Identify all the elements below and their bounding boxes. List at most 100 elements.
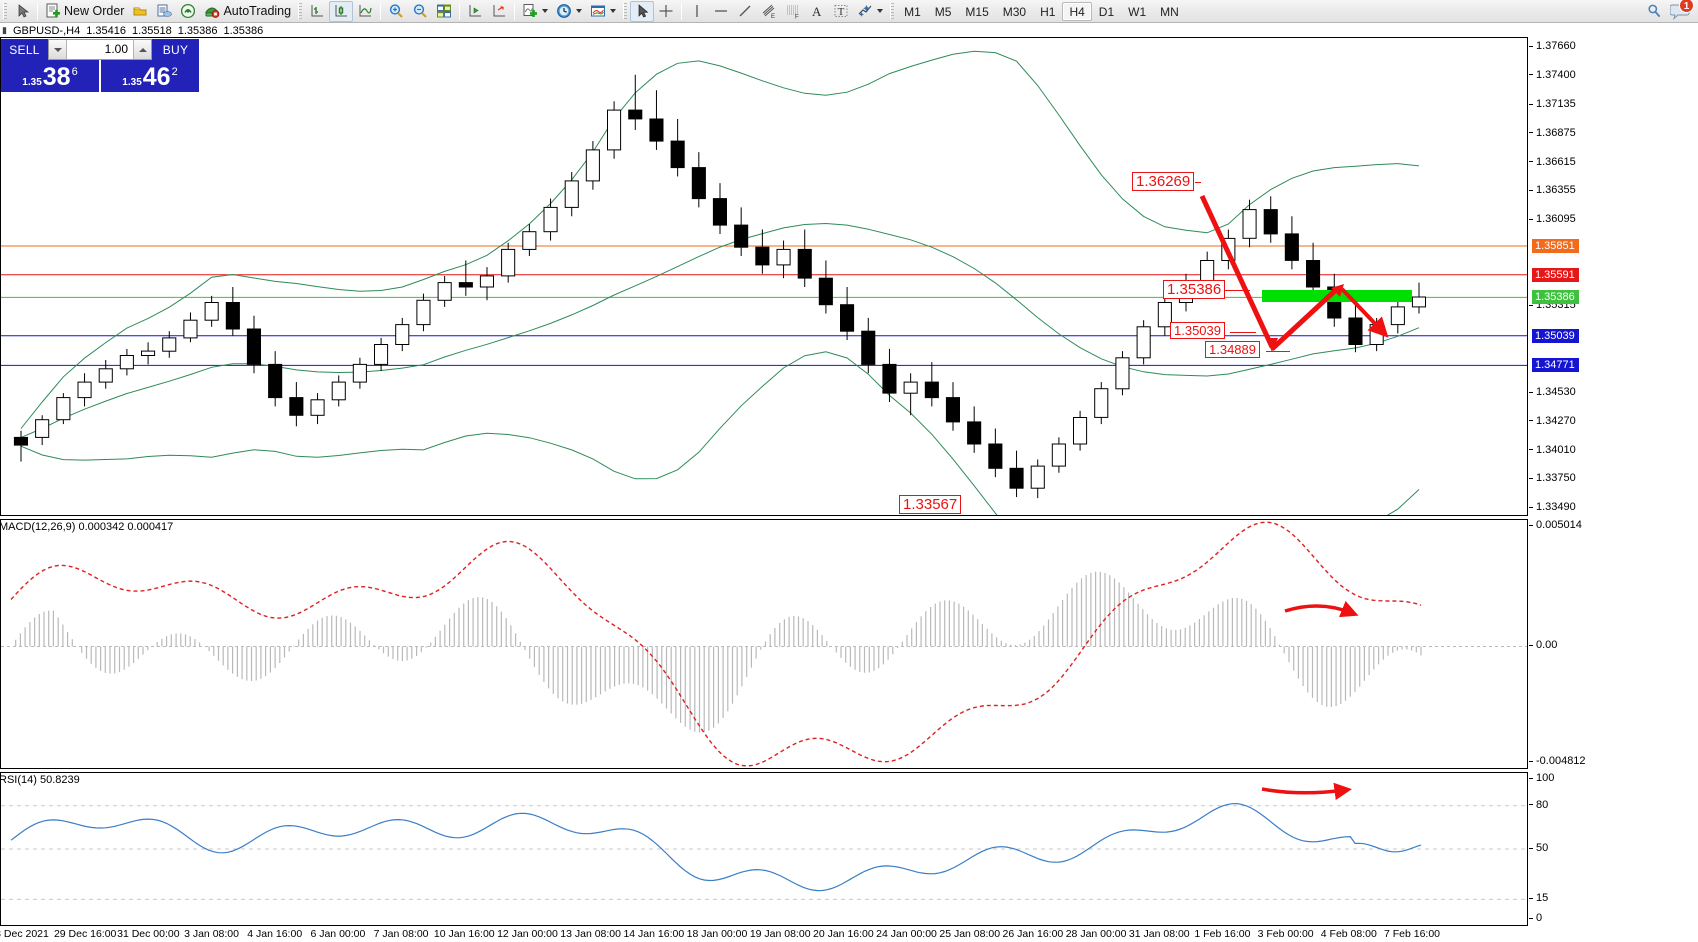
volume-stepper[interactable]: 1.00 [48,39,152,60]
chevron-down-icon-2[interactable] [576,9,583,13]
buy-button[interactable]: BUY [152,39,199,60]
price-scale-rsi[interactable]: 100 80 50 15 0 [1529,772,1698,926]
new-order-button[interactable]: New Order [41,1,128,22]
tab-timeframe-m5[interactable]: M5 [934,4,952,19]
horizontal-line-icon[interactable] [709,1,733,22]
equidistant-channel-icon[interactable]: E [757,1,781,22]
cursor-arrow-glyph [14,3,30,19]
tab-timeframe-h1[interactable]: H1 [1040,4,1056,19]
indicators-button[interactable] [518,1,552,22]
sell-price-display[interactable]: 1.35 38 6 [1,60,101,92]
main-price-pane[interactable] [0,37,1528,516]
tile-windows-icon[interactable] [432,1,456,22]
one-click-trading-panel: SELL 1.00 BUY 1.35 38 6 1.35 46 2 [1,39,199,92]
fibonacci-retracement-icon[interactable]: F [781,1,805,22]
vertical-line-icon[interactable] [685,1,709,22]
time-axis-label: 8 Dec 2021 [0,928,49,940]
text-box-icon[interactable]: T [829,1,853,22]
toolbar-right-group: 1 [1646,0,1698,20]
fibonacci-glyph: F [785,3,801,21]
trendline-icon[interactable] [733,1,757,22]
price-annotation-label[interactable]: 1.36269 [1132,172,1195,191]
time-axis-label: 7 Jan 08:00 [373,928,429,940]
toolbar-grip-4[interactable] [890,3,895,19]
crosshair-icon[interactable] [654,1,678,22]
annotation-leader-line [1195,182,1201,183]
svg-text:E: E [771,14,775,19]
chevron-down-icon-4[interactable] [877,9,884,13]
price-scale-macd[interactable]: 0.005014 0.00 -0.004812 [1529,519,1698,769]
tab-timeframe-h4[interactable]: H4 [1062,1,1092,21]
data-window-icon[interactable] [152,1,176,22]
oct-prices-row: 1.35 38 6 1.35 46 2 [1,60,199,92]
chevron-down-icon-volume [53,47,62,52]
price-annotation-label[interactable]: 1.35386 [1163,280,1226,299]
text-label-icon[interactable]: A [805,1,829,22]
chart-shift-icon[interactable] [463,1,487,22]
rsi-pane-canvas [1,773,1527,925]
toolbar-separator-4 [514,2,516,20]
zoom-in-icon[interactable] [384,1,408,22]
auto-scroll-icon[interactable] [487,1,511,22]
tab-timeframe-w1[interactable]: W1 [1128,4,1147,19]
cursor-arrow-icon[interactable] [10,1,34,22]
tab-timeframe-m1[interactable]: M1 [904,4,921,19]
price-annotation-label[interactable]: 1.33567 [899,495,962,514]
chart-shift-glyph [467,3,483,19]
price-scale-main[interactable]: 1.37660 1.37400 1.37135 1.36875 1.36615 1.363… [1529,37,1698,516]
sell-price-prefix: 1.35 [22,77,42,88]
magnifier-icon[interactable] [1646,3,1662,19]
buy-price-display[interactable]: 1.35 46 2 [101,60,199,92]
volume-decrease-button[interactable] [49,40,67,59]
time-axis-label: 10 Jan 16:00 [433,928,495,940]
toolbar-grip-3[interactable] [623,3,628,19]
sell-button[interactable]: SELL [1,39,48,60]
autotrading-button[interactable]: AutoTrading [200,1,295,22]
toolbar-grip-2[interactable] [298,3,303,19]
chevron-down-icon-3[interactable] [610,9,617,13]
tab-timeframe-m15[interactable]: M15 [965,4,989,19]
macd-tick: -0.004812 [1529,755,1586,767]
volume-increase-button[interactable] [133,40,151,59]
volume-input[interactable]: 1.00 [67,40,133,59]
templates-button[interactable] [586,1,620,22]
navigator-icon[interactable] [176,1,200,22]
bar-chart-icon[interactable] [305,1,329,22]
alert-bubble-icon[interactable]: 1 [1669,0,1694,20]
price-level-badge[interactable]: 1.35386 [1532,290,1579,305]
time-axis-label: 31 Dec 00:00 [117,928,180,940]
line-chart-icon[interactable] [353,1,377,22]
price-annotation-label[interactable]: 1.34889 [1205,341,1260,358]
time-axis[interactable]: 8 Dec 2021 29 Dec 16:00 31 Dec 00:00 3 Jan … [0,927,1528,942]
rsi-tick: 100 [1529,772,1554,784]
time-axis-label: 13 Jan 08:00 [560,928,621,940]
candlestick-chart-icon[interactable] [329,0,354,22]
price-level-badge[interactable]: 1.35591 [1532,267,1579,282]
vertical-line-glyph [689,3,705,19]
support-zone-highlight[interactable] [1262,290,1412,303]
symbol-info-line: ▮ GBPUSD-,H4 1.35416 1.35518 1.35386 1.3… [0,24,800,37]
tab-timeframe-mn[interactable]: MN [1160,4,1179,19]
rsi-pane[interactable] [0,772,1528,926]
price-annotation-label[interactable]: 1.35039 [1170,322,1225,339]
time-axis-label: 31 Jan 08:00 [1128,928,1190,940]
period-clock-button[interactable] [552,1,586,22]
zoom-out-icon[interactable] [408,1,432,22]
buy-price-big: 46 [142,63,171,91]
autotrading-label: AutoTrading [223,4,292,18]
objects-button[interactable] [853,1,887,22]
price-level-badge[interactable]: 1.35851 [1532,238,1579,253]
time-axis-label: 4 Feb 08:00 [1320,928,1377,940]
macd-pane[interactable] [0,519,1528,769]
tab-timeframe-d1[interactable]: D1 [1098,4,1115,19]
price-level-badge[interactable]: 1.35039 [1532,328,1579,343]
toolbar-grip[interactable] [3,3,7,19]
text-label-glyph: A [809,3,825,19]
rsi-tick: 80 [1529,799,1548,811]
tab-timeframe-m30[interactable]: M30 [1002,4,1027,19]
price-level-badge[interactable]: 1.34771 [1532,358,1579,373]
folder-yellow-icon[interactable] [128,1,152,22]
chevron-down-icon[interactable] [542,9,549,13]
cursor-icon[interactable] [630,0,655,22]
time-axis-label: 25 Jan 08:00 [939,928,1001,940]
